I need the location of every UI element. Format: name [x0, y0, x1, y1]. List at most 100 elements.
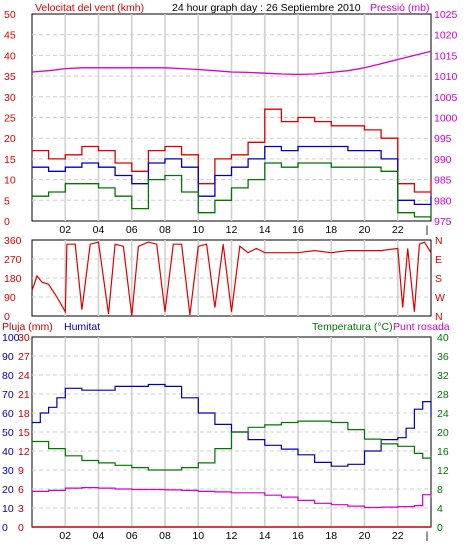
x-tick-label-0-16: 16: [292, 224, 304, 236]
pressure-tick-label-980: 980: [434, 195, 452, 207]
humidity-tick-label-90: 90: [2, 351, 14, 363]
x-tick-label-2-10: 10: [192, 530, 204, 542]
x-tick-label-0-22: 22: [392, 224, 404, 236]
rain-tick-label-1: 3: [18, 503, 24, 515]
x-tick-label-2-22: 22: [392, 530, 404, 542]
temperature-tick-label-16: 16: [437, 446, 449, 458]
pressure-tick-label-1015: 1015: [434, 50, 458, 62]
pressure-tick-label-990: 990: [434, 154, 452, 166]
rain-tick-label-5: 15: [18, 427, 30, 439]
wind-minimum-series: [32, 162, 432, 218]
pressure-tick-label-1025: 1025: [434, 9, 458, 21]
wind-tick-label-20: 20: [4, 133, 16, 145]
wind-gust-series: [32, 108, 432, 193]
x-tick-label-0-10: 10: [192, 224, 204, 236]
temperature-tick-label-28: 28: [437, 389, 449, 401]
direction-tick-label-0: 0: [4, 311, 10, 323]
pressure-tick-label-985: 985: [434, 175, 452, 187]
humidity-tick-label-50: 50: [2, 427, 14, 439]
rain-tick-label-3: 9: [18, 465, 24, 477]
x-tick-label-2-18: 18: [325, 530, 337, 542]
humidity-tick-label-0: 0: [2, 522, 8, 534]
x-tick-label-0-14: 14: [259, 224, 271, 236]
wind-tick-label-15: 15: [4, 154, 16, 166]
rain-tick-label-6: 18: [18, 408, 30, 420]
temperature-series: [32, 420, 432, 471]
temperature-tick-label-20: 20: [437, 427, 449, 439]
x-tick-label-0-02: 02: [59, 224, 71, 236]
temperature-tick-label-24: 24: [437, 408, 449, 420]
compass-tick-label-2: S: [435, 273, 442, 285]
rain-tick-label-7: 21: [18, 389, 30, 401]
pressure-tick-label-1005: 1005: [434, 92, 458, 104]
pressure-tick-label-1000: 1000: [434, 113, 458, 125]
pressure-tick-label-975: 975: [434, 216, 452, 228]
dewpoint-title: Punt rosada: [393, 321, 450, 333]
temperature-tick-label-8: 8: [437, 484, 443, 496]
humidity-tick-label-40: 40: [2, 446, 14, 458]
wind-tick-label-10: 10: [4, 175, 16, 187]
temperature-tick-label-4: 4: [437, 503, 443, 515]
pressure-title: Pressió (mb): [370, 2, 430, 14]
compass-tick-label-0: N: [435, 311, 443, 323]
wind-tick-label-25: 25: [4, 113, 16, 125]
wind-tick-label-50: 50: [4, 9, 16, 21]
x-tick-label-2-06: 06: [126, 530, 138, 542]
direction-tick-label-180: 180: [4, 273, 22, 285]
direction-tick-label-90: 90: [4, 292, 16, 304]
temperature-title: Temperatura (°C): [312, 321, 393, 333]
pressure-tick-label-1010: 1010: [434, 71, 458, 83]
pressure-tick-label-1020: 1020: [434, 30, 458, 42]
humidity-tick-label-100: 100: [2, 332, 20, 344]
direction-tick-label-360: 360: [4, 235, 22, 247]
x-tick-label-0-12: 12: [226, 224, 238, 236]
x-tick-label-0-08: 08: [159, 224, 171, 236]
wind-tick-label-30: 30: [4, 92, 16, 104]
rain-tick-label-8: 24: [18, 370, 30, 382]
x-tick-mark-end-2: |: [426, 530, 429, 542]
wind-tick-label-35: 35: [4, 71, 16, 83]
humidity-tick-label-20: 20: [2, 484, 14, 496]
dewpoint-series: [32, 487, 432, 509]
temperature-tick-label-0: 0: [437, 522, 443, 534]
humidity-tick-label-80: 80: [2, 370, 14, 382]
chart-date-title: 24 hour graph day : 26 Septiembre 2010: [172, 2, 361, 14]
rain-tick-label-0: 0: [18, 522, 24, 534]
compass-tick-label-1: W: [435, 292, 445, 304]
temperature-tick-label-40: 40: [437, 332, 449, 344]
humidity-title: Humitat: [64, 321, 100, 333]
x-tick-label-2-12: 12: [226, 530, 238, 542]
temperature-tick-label-12: 12: [437, 465, 449, 477]
humidity-tick-label-70: 70: [2, 389, 14, 401]
rain-tick-label-2: 6: [18, 484, 24, 496]
wind-average-series: [32, 145, 432, 206]
x-tick-label-2-14: 14: [259, 530, 271, 542]
x-tick-label-2-04: 04: [93, 530, 105, 542]
rain-tick-label-9: 27: [18, 351, 30, 363]
wind-tick-label-40: 40: [4, 50, 16, 62]
humidity-tick-label-30: 30: [2, 465, 14, 477]
rain-tick-label-4: 12: [18, 446, 30, 458]
wind-direction-series: [31, 241, 432, 317]
compass-tick-label-3: E: [435, 254, 442, 266]
temperature-tick-label-36: 36: [437, 351, 449, 363]
humidity-tick-label-10: 10: [2, 503, 14, 515]
x-tick-label-0-20: 20: [359, 224, 371, 236]
pressure-series: [31, 50, 432, 76]
x-tick-label-2-20: 20: [359, 530, 371, 542]
wind-title: Velocitat del vent (kmh): [35, 2, 144, 14]
x-tick-label-0-06: 06: [126, 224, 138, 236]
temperature-tick-label-32: 32: [437, 370, 449, 382]
x-tick-label-2-02: 02: [59, 530, 71, 542]
x-tick-mark-end-0: |: [426, 224, 429, 236]
rain-title: Pluja (mm): [2, 321, 53, 333]
x-tick-label-0-18: 18: [325, 224, 337, 236]
wind-tick-label-45: 45: [4, 30, 16, 42]
x-tick-label-2-16: 16: [292, 530, 304, 542]
wind-tick-label-0: 0: [4, 216, 10, 228]
compass-tick-label-4: N: [435, 235, 443, 247]
x-tick-label-0-04: 04: [93, 224, 105, 236]
pressure-tick-label-995: 995: [434, 133, 452, 145]
